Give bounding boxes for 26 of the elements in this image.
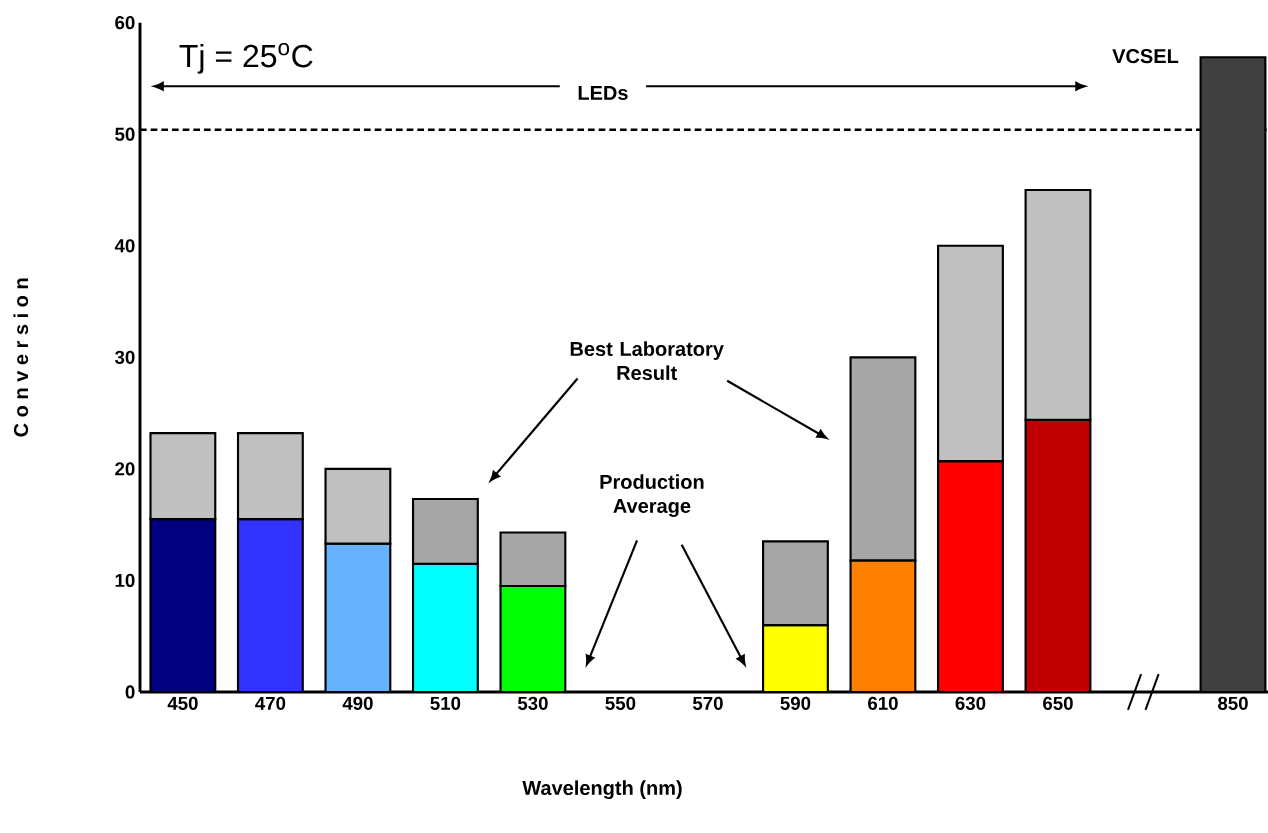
x-tick-label: 530 bbox=[517, 696, 548, 710]
y-tick-label: 20 bbox=[115, 462, 135, 476]
x-tick-label: 570 bbox=[692, 696, 723, 710]
y-tick-label: 50 bbox=[115, 127, 135, 141]
y-tick-label: 60 bbox=[115, 15, 135, 30]
x-tick-label: 510 bbox=[430, 696, 461, 710]
x-tick-label: 610 bbox=[868, 696, 898, 710]
y-tick-label: 0 bbox=[125, 685, 135, 699]
y-tick-label: 40 bbox=[114, 239, 135, 253]
x-axis-title: Wavelength (nm) bbox=[522, 780, 682, 799]
annotation: Best Laboratory Result bbox=[570, 341, 724, 380]
annotation: LEDs bbox=[578, 85, 628, 100]
y-tick-label: 30 bbox=[114, 350, 135, 364]
x-tick-label: 450 bbox=[167, 696, 198, 710]
annotation: Tj = 25$^{o}$C bbox=[179, 42, 313, 74]
x-tick-label: 590 bbox=[780, 696, 811, 710]
y-tick-label: 10 bbox=[115, 573, 135, 587]
y-axis-title: C o n v e r s i o n bbox=[13, 278, 29, 437]
annotation: VCSEL bbox=[1112, 48, 1179, 64]
x-tick-label: 490 bbox=[342, 696, 373, 710]
x-tick-label: 650 bbox=[1043, 696, 1073, 710]
x-tick-label: 850 bbox=[1218, 696, 1248, 710]
x-tick-label: 630 bbox=[955, 696, 986, 710]
annotation: Production Average bbox=[600, 474, 704, 517]
x-tick-label: 470 bbox=[255, 696, 286, 710]
x-tick-label: 550 bbox=[605, 696, 636, 710]
